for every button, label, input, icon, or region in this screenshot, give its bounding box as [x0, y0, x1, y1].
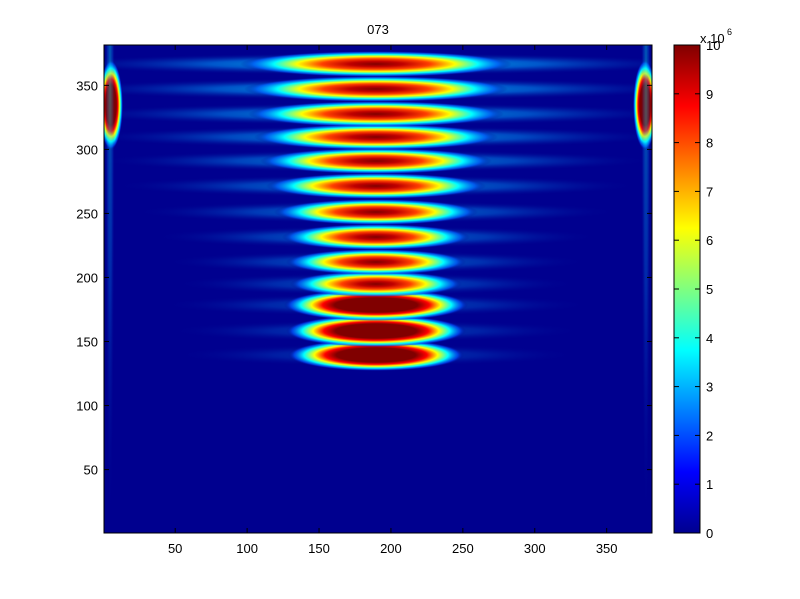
colorbar-tick-label: 10: [706, 38, 720, 53]
colorbar-tick-label: 4: [706, 331, 713, 346]
x-tick-label: 200: [380, 541, 402, 556]
x-tick-label: 100: [236, 541, 258, 556]
colorbar-exponent: 6: [727, 27, 732, 37]
colorbar-tick-label: 7: [706, 184, 713, 199]
colorbar-tick-label: 6: [706, 233, 713, 248]
x-tick-label: 300: [524, 541, 546, 556]
colorbar-tick-label: 8: [706, 136, 713, 151]
x-tick-label: 50: [168, 541, 182, 556]
colorbar-label: x 10: [700, 31, 725, 46]
y-tick-label: 250: [76, 206, 98, 221]
y-tick-label: 150: [76, 335, 98, 350]
x-tick-label: 350: [596, 541, 618, 556]
colorbar-tick-label: 5: [706, 282, 713, 297]
x-tick-label: 250: [452, 541, 474, 556]
y-tick-label: 200: [76, 270, 98, 285]
heatmap-field: [104, 45, 652, 533]
y-tick-label: 350: [76, 78, 98, 93]
y-tick-label: 100: [76, 399, 98, 414]
chart-title: 073: [367, 22, 389, 37]
colorbar-tick-label: 1: [706, 477, 713, 492]
y-tick-label: 300: [76, 142, 98, 157]
colorbar-tick-label: 3: [706, 380, 713, 395]
y-tick-label: 50: [84, 463, 98, 478]
colorbar-tick-label: 2: [706, 428, 713, 443]
colorbar-tick-label: 0: [706, 526, 713, 541]
colorbar-tick-label: 9: [706, 87, 713, 102]
plot-frame: [103, 44, 653, 534]
x-tick-label: 150: [308, 541, 330, 556]
